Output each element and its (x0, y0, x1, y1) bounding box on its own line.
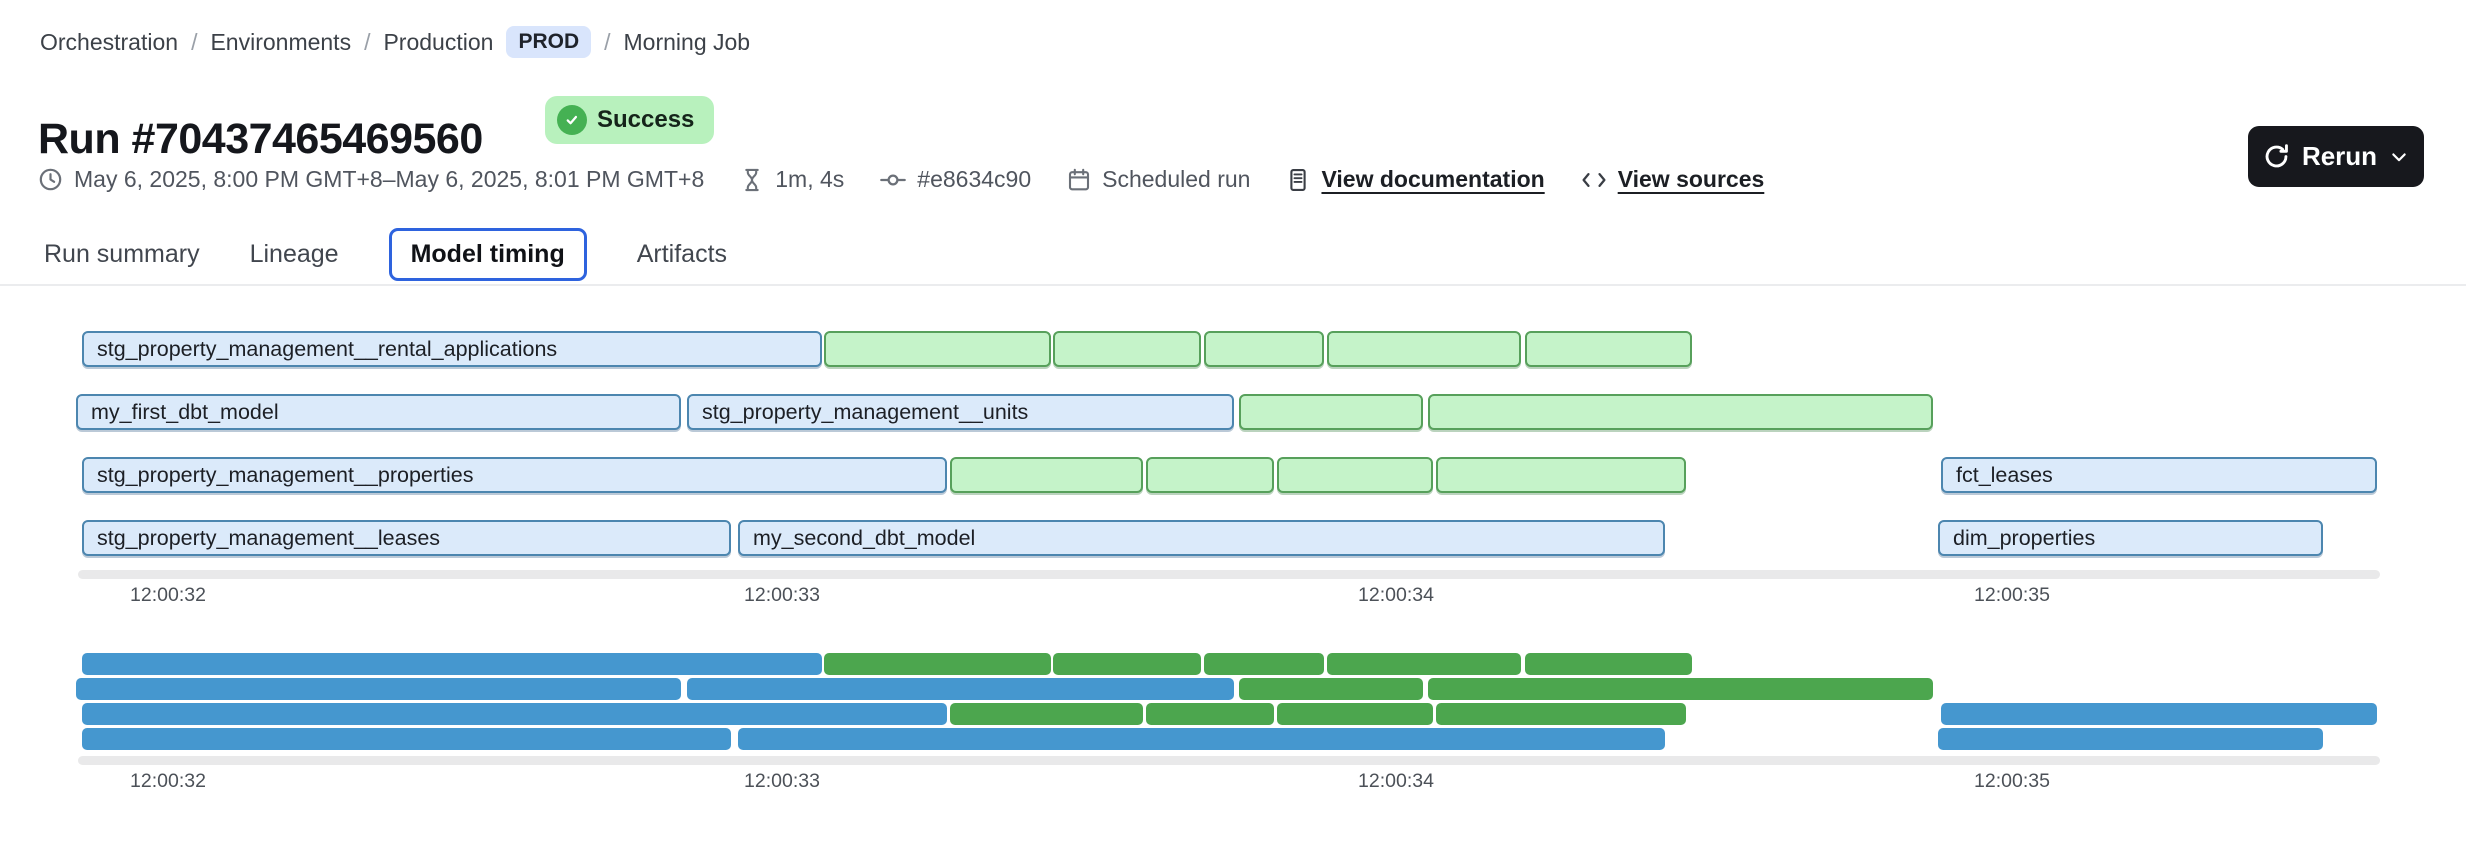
timing-bar-stg-property-management-units[interactable] (687, 678, 1234, 700)
timing-bar-fct-leases[interactable]: fct_leases (1941, 457, 2377, 493)
view-documentation-label[interactable]: View documentation (1321, 166, 1545, 192)
timing-bar-stg-property-management-properties[interactable]: stg_property_management__properties (82, 457, 947, 493)
timing-bar[interactable] (1436, 703, 1686, 725)
rerun-label: Rerun (2301, 141, 2378, 171)
breadcrumb-separator: / (364, 28, 371, 55)
meta-trigger-text: Scheduled run (1102, 166, 1251, 192)
breadcrumb-morning-job[interactable]: Morning Job (623, 28, 751, 55)
axis-tick: 12:00:35 (1974, 770, 2050, 792)
timing-bar[interactable] (1239, 678, 1423, 700)
view-sources-label[interactable]: View sources (1617, 166, 1765, 192)
horizontal-scrollbar[interactable] (78, 570, 2380, 579)
timing-bar[interactable] (1525, 653, 1692, 675)
breadcrumb-separator: / (191, 28, 198, 55)
timing-bar[interactable] (1239, 394, 1423, 430)
timing-bar[interactable] (1428, 394, 1933, 430)
axis-tick: 12:00:32 (130, 584, 206, 606)
timing-bar-stg-property-management-rental-applications[interactable]: stg_property_management__rental_applicat… (82, 331, 822, 367)
timing-bar-stg-property-management-units[interactable]: stg_property_management__units (687, 394, 1234, 430)
tab-run-summary[interactable]: Run summary (44, 239, 200, 268)
axis-tick: 12:00:33 (744, 584, 820, 606)
model-timing-minimap (0, 653, 2466, 753)
calendar-icon (1069, 168, 1090, 190)
meta-time-range-text: May 6, 2025, 8:00 PM GMT+8–May 6, 2025, … (74, 166, 705, 192)
model-timing-chart: stg_property_management__rental_applicat… (0, 331, 2466, 561)
view-documentation-link[interactable]: View documentation (1286, 166, 1545, 193)
timing-bar-dim-properties[interactable] (1938, 728, 2323, 750)
axis-tick: 12:00:34 (1358, 770, 1434, 792)
timing-bar[interactable] (1053, 653, 1201, 675)
timing-bar-stg-property-management-leases[interactable]: stg_property_management__leases (82, 520, 731, 556)
chevron-down-icon (2389, 147, 2409, 167)
timing-bar[interactable] (1146, 457, 1274, 493)
horizontal-scrollbar[interactable] (78, 756, 2380, 765)
clock-icon (39, 168, 62, 191)
timing-bar[interactable] (1053, 331, 1201, 367)
breadcrumb: Orchestration / Environments / Productio… (40, 26, 750, 58)
timing-bar[interactable] (824, 653, 1051, 675)
timing-bar[interactable] (1277, 703, 1433, 725)
timing-bar[interactable] (1327, 331, 1521, 367)
refresh-icon (2263, 143, 2290, 170)
tab-model-timing[interactable]: Model timing (388, 227, 587, 281)
status-label: Success (597, 106, 695, 133)
tab-artifacts[interactable]: Artifacts (636, 239, 728, 268)
view-sources-link[interactable]: View sources (1581, 166, 1765, 193)
page-title: Run #70437465469560 (38, 114, 483, 163)
timing-bar[interactable] (824, 331, 1051, 367)
axis-tick: 12:00:34 (1358, 584, 1434, 606)
status-badge: Success (545, 96, 715, 144)
breadcrumb-orchestration[interactable]: Orchestration (40, 28, 179, 55)
timing-bar[interactable] (1146, 703, 1274, 725)
timing-bar[interactable] (1204, 331, 1324, 367)
meta-time-range: May 6, 2025, 8:00 PM GMT+8–May 6, 2025, … (38, 166, 704, 193)
breadcrumb-environments[interactable]: Environments (210, 28, 352, 55)
timing-bar[interactable] (1428, 678, 1933, 700)
rerun-button[interactable]: Rerun (2248, 126, 2424, 187)
commit-icon (880, 173, 907, 186)
breadcrumb-separator: / (604, 28, 611, 55)
timing-bar-stg-property-management-leases[interactable] (82, 728, 731, 750)
run-meta-row: May 6, 2025, 8:00 PM GMT+8–May 6, 2025, … (38, 166, 1764, 193)
environment-badge: PROD (506, 26, 592, 58)
run-tabs: Run summary Lineage Model timing Artifacts (44, 226, 727, 282)
timing-bar[interactable] (950, 703, 1143, 725)
document-icon (1290, 168, 1307, 191)
timing-bar[interactable] (950, 457, 1143, 493)
axis-tick: 12:00:33 (744, 770, 820, 792)
timing-bar-my-second-dbt-model[interactable]: my_second_dbt_model (738, 520, 1665, 556)
tabs-divider (0, 284, 2466, 286)
meta-duration-text: 1m, 4s (775, 166, 845, 192)
timing-bar-dim-properties[interactable]: dim_properties (1938, 520, 2323, 556)
code-icon (1582, 172, 1606, 187)
tab-lineage[interactable]: Lineage (249, 239, 339, 268)
timing-bar-my-first-dbt-model[interactable]: my_first_dbt_model (76, 394, 681, 430)
hourglass-icon (745, 168, 759, 191)
time-axis: 12:00:32 12:00:33 12:00:34 12:00:35 (0, 584, 2466, 610)
meta-commit: #e8634c90 (880, 166, 1031, 193)
timing-bar-fct-leases[interactable] (1941, 703, 2377, 725)
timing-bar[interactable] (1277, 457, 1433, 493)
timing-bar-stg-property-management-rental-applications[interactable] (82, 653, 822, 675)
timing-bar[interactable] (1327, 653, 1521, 675)
axis-tick: 12:00:35 (1974, 584, 2050, 606)
axis-tick: 12:00:32 (130, 770, 206, 792)
breadcrumb-production[interactable]: Production (383, 28, 494, 55)
meta-commit-text: #e8634c90 (917, 166, 1032, 192)
meta-duration: 1m, 4s (740, 166, 844, 193)
timing-bar-stg-property-management-properties[interactable] (82, 703, 947, 725)
timing-bar-my-first-dbt-model[interactable] (76, 678, 681, 700)
check-circle-icon (557, 105, 587, 135)
timing-bar[interactable] (1525, 331, 1692, 367)
time-axis: 12:00:32 12:00:33 12:00:34 12:00:35 (0, 770, 2466, 796)
meta-trigger: Scheduled run (1067, 166, 1250, 193)
timing-bar-my-second-dbt-model[interactable] (738, 728, 1665, 750)
timing-bar[interactable] (1436, 457, 1686, 493)
timing-bar[interactable] (1204, 653, 1324, 675)
